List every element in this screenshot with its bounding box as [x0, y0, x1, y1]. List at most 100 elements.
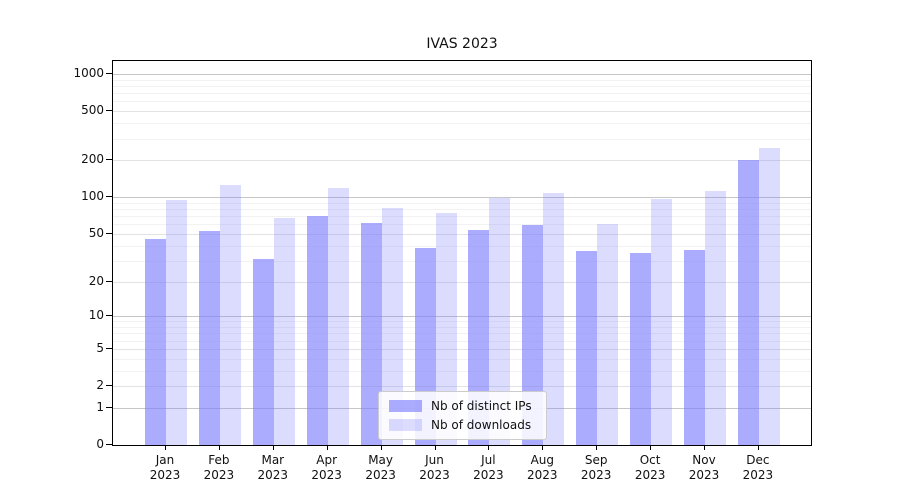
gridline-minor — [113, 327, 811, 328]
x-tick — [596, 445, 598, 450]
x-tick-label: Nov 2023 — [688, 453, 720, 482]
x-tick-label: Dec 2023 — [742, 453, 774, 482]
bar-nb-of-distinct-ips-jan — [145, 239, 166, 445]
y-tick — [106, 73, 112, 74]
legend-swatch-downloads — [389, 419, 422, 431]
gridline — [113, 281, 811, 283]
x-tick — [218, 445, 220, 450]
x-tick-label: Mar 2023 — [257, 453, 289, 482]
x-tick — [704, 445, 705, 450]
y-tick-label: 50 — [88, 225, 104, 240]
y-tick-label: 20 — [88, 273, 104, 288]
bar-nb-of-downloads-mar — [273, 218, 295, 445]
gridline-minor — [113, 224, 811, 226]
bar-nb-of-downloads-jun — [435, 212, 457, 445]
bar-nb-of-distinct-ips-nov — [684, 249, 705, 445]
x-tick-label: Jun 2023 — [419, 453, 450, 482]
gridline-minor — [113, 321, 811, 323]
bar-nb-of-downloads-feb — [219, 185, 241, 445]
gridline-minor — [113, 260, 811, 262]
y-tick — [106, 444, 112, 445]
y-tick-label: 0 — [96, 437, 104, 451]
plot-area — [112, 60, 812, 446]
x-tick — [165, 445, 166, 450]
gridline-minor — [113, 245, 811, 247]
bar-nb-of-downloads-sep — [597, 224, 619, 445]
y-tick-label: 5 — [96, 340, 104, 355]
x-tick-label: Sep 2023 — [580, 453, 612, 482]
x-tick-label: Apr 2023 — [311, 453, 342, 482]
x-tick — [272, 445, 274, 450]
x-tick-label: Jan 2023 — [149, 453, 181, 482]
bar-nb-of-downloads-may — [381, 208, 403, 445]
y-tick-label: 200 — [81, 152, 104, 167]
legend-item-distinct-ips: Nb of distinct IPs — [389, 399, 532, 413]
gridline-minor — [113, 93, 811, 95]
y-tick-label: 10 — [88, 308, 104, 323]
gridline-minor — [113, 333, 811, 335]
x-tick-label: Oct 2023 — [634, 453, 666, 482]
gridline-minor — [113, 123, 811, 125]
bar-nb-of-downloads-oct — [651, 198, 673, 445]
gridline — [113, 160, 811, 162]
gridline — [113, 386, 811, 387]
y-tick — [106, 406, 112, 408]
gridline — [113, 111, 811, 113]
x-tick — [434, 445, 436, 450]
bar-nb-of-distinct-ips-aug — [522, 225, 544, 445]
bar-nb-of-downloads-aug — [543, 193, 565, 445]
y-tick — [106, 280, 112, 282]
bar-nb-of-downloads-dec — [758, 147, 780, 445]
bar-nb-of-distinct-ips-dec — [737, 160, 759, 445]
x-tick — [326, 445, 328, 450]
gridline — [113, 197, 811, 199]
gridline-minor — [113, 79, 811, 81]
gridline-minor — [113, 138, 811, 140]
bar-nb-of-distinct-ips-sep — [576, 251, 598, 445]
gridline — [113, 316, 811, 318]
bar-nb-of-distinct-ips-feb — [198, 230, 220, 445]
x-tick-label: Feb 2023 — [203, 453, 235, 482]
bar-nb-of-downloads-jul — [489, 198, 511, 445]
y-tick-label: 100 — [81, 189, 104, 204]
gridline — [113, 348, 811, 350]
gridline — [113, 233, 811, 235]
y-tick — [106, 196, 112, 198]
y-tick — [106, 232, 112, 234]
x-tick — [488, 445, 490, 450]
gridline-minor — [113, 101, 811, 103]
legend: Nb of distinct IPs Nb of downloads — [378, 391, 547, 440]
gridline-minor — [113, 216, 811, 218]
legend-swatch-distinct-ips — [389, 400, 422, 412]
x-tick — [757, 445, 759, 450]
x-tick — [542, 445, 544, 450]
y-tick — [106, 159, 112, 161]
y-tick — [106, 347, 112, 349]
y-tick-label: 500 — [81, 103, 104, 118]
x-tick — [650, 445, 652, 450]
x-tick — [380, 445, 382, 450]
bar-nb-of-distinct-ips-oct — [630, 252, 652, 445]
y-tick — [106, 110, 112, 112]
y-tick — [106, 385, 112, 386]
y-tick-label: 1000 — [73, 66, 104, 80]
x-tick-label: May 2023 — [365, 453, 396, 482]
legend-label-distinct-ips: Nb of distinct IPs — [431, 399, 532, 413]
gridline-minor — [113, 202, 811, 204]
chart-title: IVAS 2023 — [426, 36, 498, 52]
legend-label-downloads: Nb of downloads — [431, 418, 532, 432]
gridline-minor — [113, 209, 811, 210]
gridline-minor — [113, 358, 811, 360]
y-tick — [106, 315, 112, 317]
bar-nb-of-downloads-apr — [327, 187, 349, 445]
gridline-minor — [113, 86, 811, 87]
bar-nb-of-distinct-ips-may — [360, 223, 382, 445]
bar-nb-of-downloads-nov — [705, 191, 726, 445]
gridline-minor — [113, 340, 811, 342]
y-tick-label: 1 — [96, 399, 104, 414]
legend-item-downloads: Nb of downloads — [389, 418, 532, 432]
bar-nb-of-downloads-jan — [166, 199, 187, 445]
gridline — [113, 74, 811, 75]
bar-nb-of-distinct-ips-apr — [306, 216, 328, 445]
